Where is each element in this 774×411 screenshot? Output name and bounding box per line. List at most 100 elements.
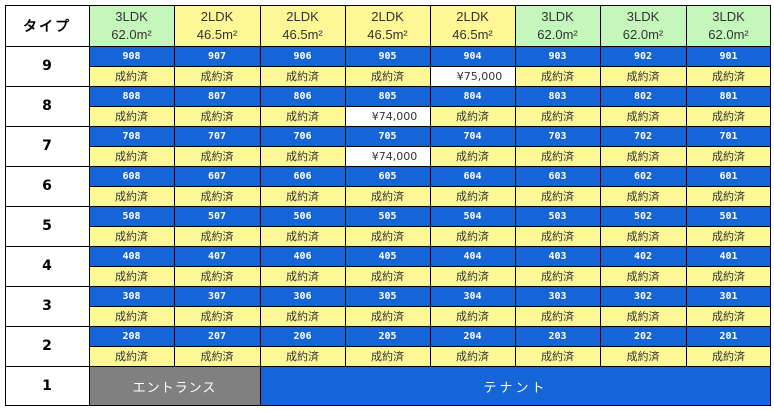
room-status-contracted: 成約済 <box>260 266 345 286</box>
room-number[interactable]: 503 <box>515 206 600 226</box>
room-number[interactable]: 205 <box>345 326 430 346</box>
room-status-contracted: 成約済 <box>89 266 174 286</box>
room-price[interactable]: ¥75,000 <box>430 66 515 86</box>
room-status-contracted: 成約済 <box>345 306 430 326</box>
room-status-contracted: 成約済 <box>89 186 174 206</box>
unit-type-header: 2LDK 46.5m² <box>260 5 345 46</box>
unit-type-label: 2LDK <box>456 8 489 24</box>
room-status-contracted: 成約済 <box>89 306 174 326</box>
unit-type-label: 3LDK <box>626 8 660 24</box>
room-number[interactable]: 804 <box>430 86 515 106</box>
room-number[interactable]: 404 <box>430 246 515 266</box>
room-number[interactable]: 506 <box>260 206 345 226</box>
room-number[interactable]: 507 <box>174 206 260 226</box>
room-number[interactable]: 604 <box>430 166 515 186</box>
room-number[interactable]: 704 <box>430 126 515 146</box>
room-number[interactable]: 307 <box>174 286 260 306</box>
room-number[interactable]: 903 <box>515 46 600 66</box>
room-number[interactable]: 305 <box>345 286 430 306</box>
floor-number: 4 <box>5 246 89 286</box>
room-number[interactable]: 607 <box>174 166 260 186</box>
room-number[interactable]: 308 <box>89 286 174 306</box>
room-status-contracted: 成約済 <box>600 346 686 366</box>
room-number[interactable]: 608 <box>89 166 174 186</box>
room-number[interactable]: 508 <box>89 206 174 226</box>
room-number[interactable]: 302 <box>600 286 686 306</box>
room-number[interactable]: 907 <box>174 46 260 66</box>
room-number[interactable]: 408 <box>89 246 174 266</box>
room-number[interactable]: 504 <box>430 206 515 226</box>
room-number[interactable]: 402 <box>600 246 686 266</box>
floor-number: 9 <box>5 46 89 86</box>
room-number[interactable]: 908 <box>89 46 174 66</box>
grid-line <box>5 86 771 87</box>
room-number[interactable]: 505 <box>345 206 430 226</box>
room-number[interactable]: 202 <box>600 326 686 346</box>
room-status-contracted: 成約済 <box>430 266 515 286</box>
unit-type-label: 3LDK <box>115 8 148 24</box>
unit-type-header: 3LDK 62.0m² <box>515 5 600 46</box>
room-number[interactable]: 801 <box>686 86 771 106</box>
room-number[interactable]: 301 <box>686 286 771 306</box>
unit-area-label: 62.0m² <box>622 26 664 42</box>
grid-line <box>5 366 771 367</box>
room-number[interactable]: 807 <box>174 86 260 106</box>
unit-type-header: 3LDK 62.0m² <box>89 5 174 46</box>
room-number[interactable]: 905 <box>345 46 430 66</box>
room-number[interactable]: 606 <box>260 166 345 186</box>
room-number[interactable]: 705 <box>345 126 430 146</box>
room-status-contracted: 成約済 <box>600 66 686 86</box>
room-number[interactable]: 806 <box>260 86 345 106</box>
room-number[interactable]: 406 <box>260 246 345 266</box>
room-number[interactable]: 706 <box>260 126 345 146</box>
room-price[interactable]: ¥74,000 <box>345 106 430 126</box>
room-number[interactable]: 702 <box>600 126 686 146</box>
room-status-contracted: 成約済 <box>600 266 686 286</box>
room-number[interactable]: 401 <box>686 246 771 266</box>
room-number[interactable]: 901 <box>686 46 771 66</box>
room-number[interactable]: 208 <box>89 326 174 346</box>
room-number[interactable]: 303 <box>515 286 600 306</box>
unit-type-label: 3LDK <box>541 8 574 24</box>
room-number[interactable]: 601 <box>686 166 771 186</box>
room-status-contracted: 成約済 <box>430 106 515 126</box>
room-number[interactable]: 207 <box>174 326 260 346</box>
room-status-contracted: 成約済 <box>600 106 686 126</box>
room-number[interactable]: 701 <box>686 126 771 146</box>
room-number[interactable]: 808 <box>89 86 174 106</box>
floor-number: 2 <box>5 326 89 366</box>
room-number[interactable]: 802 <box>600 86 686 106</box>
room-number[interactable]: 204 <box>430 326 515 346</box>
room-number[interactable]: 304 <box>430 286 515 306</box>
unit-type-header: 2LDK 46.5m² <box>430 5 515 46</box>
room-number[interactable]: 703 <box>515 126 600 146</box>
room-status-contracted: 成約済 <box>174 66 260 86</box>
room-status-contracted: 成約済 <box>686 186 771 206</box>
room-number[interactable]: 707 <box>174 126 260 146</box>
grid-line <box>5 126 771 127</box>
room-number[interactable]: 708 <box>89 126 174 146</box>
room-number[interactable]: 201 <box>686 326 771 346</box>
room-number[interactable]: 206 <box>260 326 345 346</box>
room-number[interactable]: 805 <box>345 86 430 106</box>
room-number[interactable]: 502 <box>600 206 686 226</box>
room-status-contracted: 成約済 <box>174 226 260 246</box>
room-number[interactable]: 902 <box>600 46 686 66</box>
room-number[interactable]: 603 <box>515 166 600 186</box>
room-number[interactable]: 602 <box>600 166 686 186</box>
room-number[interactable]: 906 <box>260 46 345 66</box>
room-price[interactable]: ¥74,000 <box>345 146 430 166</box>
room-number[interactable]: 605 <box>345 166 430 186</box>
grid-line <box>5 246 771 247</box>
room-number[interactable]: 407 <box>174 246 260 266</box>
room-number[interactable]: 306 <box>260 286 345 306</box>
unit-area-label: 46.5m² <box>282 26 323 42</box>
room-number[interactable]: 203 <box>515 326 600 346</box>
room-number[interactable]: 403 <box>515 246 600 266</box>
room-status-contracted: 成約済 <box>89 346 174 366</box>
room-number[interactable]: 904 <box>430 46 515 66</box>
room-number[interactable]: 405 <box>345 246 430 266</box>
unit-type-header: 3LDK 62.0m² <box>600 5 686 46</box>
room-number[interactable]: 501 <box>686 206 771 226</box>
room-number[interactable]: 803 <box>515 86 600 106</box>
